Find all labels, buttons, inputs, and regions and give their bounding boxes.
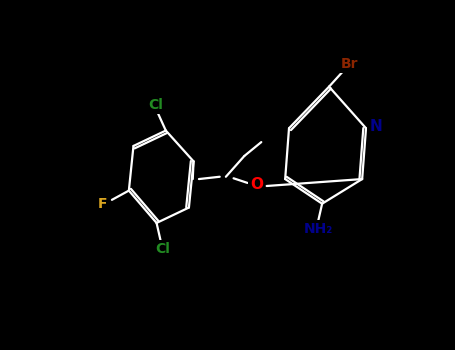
Text: Cl: Cl bbox=[155, 242, 170, 256]
Text: Cl: Cl bbox=[148, 98, 163, 112]
Text: Br: Br bbox=[341, 57, 359, 71]
Text: F: F bbox=[98, 197, 107, 211]
Text: O: O bbox=[250, 177, 263, 192]
Text: NH₂: NH₂ bbox=[303, 222, 333, 236]
Text: N: N bbox=[369, 119, 382, 134]
